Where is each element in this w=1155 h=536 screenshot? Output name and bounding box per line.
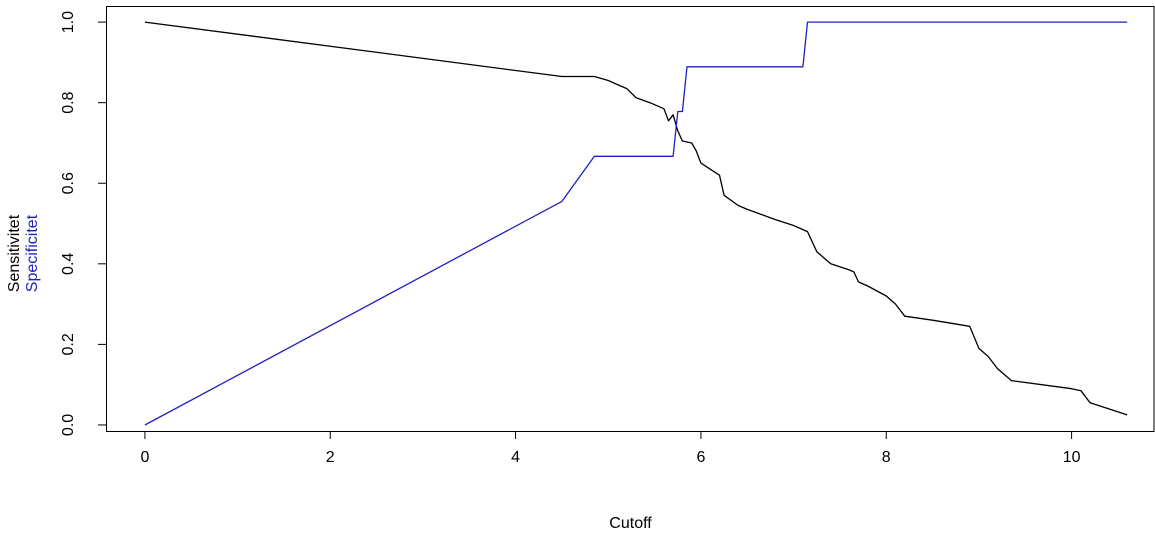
x-axis: 0 2 4 6 8 10 xyxy=(140,431,1081,466)
plot-frame xyxy=(106,6,1155,432)
y-tick-label: 0.0 xyxy=(60,414,77,436)
y-tick-label: 0.6 xyxy=(60,172,77,194)
x-tick-label: 4 xyxy=(511,449,520,466)
y-axis-title: SensitivitetSpecificitet xyxy=(6,214,41,292)
y-tick-label: 0.8 xyxy=(60,91,77,113)
series-line-specificitet xyxy=(144,21,1128,426)
y-tick-label: 0.4 xyxy=(60,253,77,275)
series-layer xyxy=(144,21,1128,426)
x-tick-label: 10 xyxy=(1063,449,1081,466)
y-axis-title-line: Sensitivitet xyxy=(6,214,23,292)
x-tick-label: 2 xyxy=(326,449,335,466)
series-line-sensitivitet xyxy=(144,21,1128,416)
y-axis-title-line: Specificitet xyxy=(24,214,41,292)
x-tick-label: 6 xyxy=(696,449,705,466)
y-axis: 0.0 0.2 0.4 0.6 0.8 1.0 xyxy=(60,11,106,436)
x-tick-label: 0 xyxy=(140,449,149,466)
y-tick-label: 1.0 xyxy=(60,11,77,33)
y-tick-label: 0.2 xyxy=(60,333,77,355)
x-tick-label: 8 xyxy=(882,449,891,466)
x-axis-title: Cutoff xyxy=(609,515,652,532)
